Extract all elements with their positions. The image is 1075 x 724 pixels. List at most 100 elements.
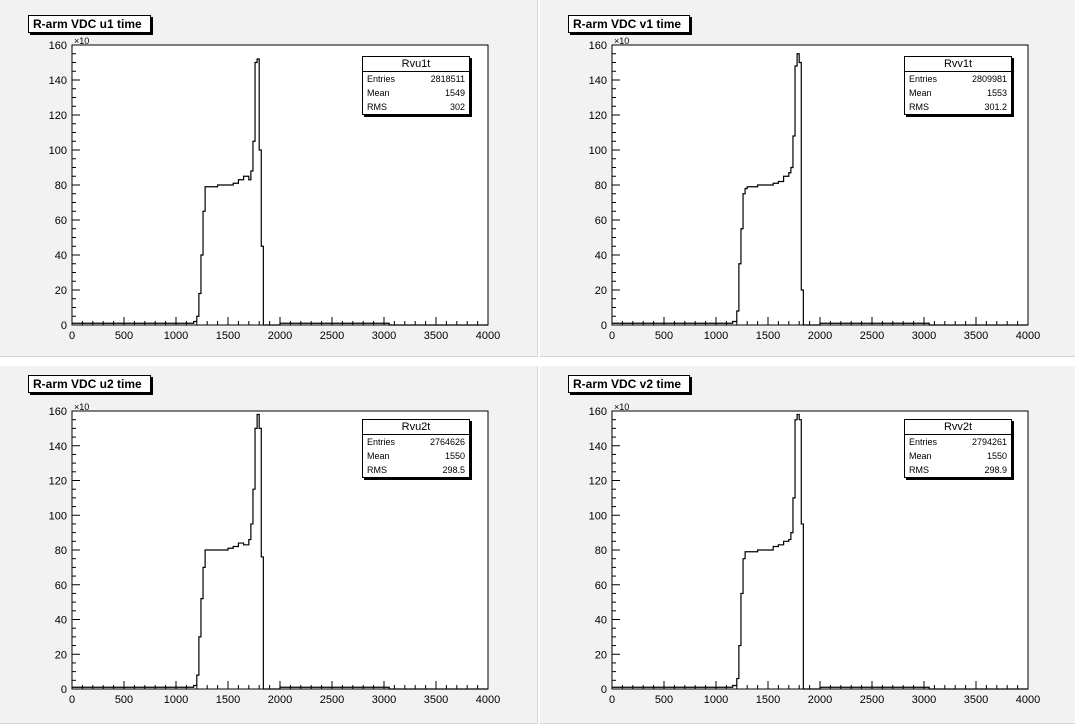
stats-entries-row: Entries 2794261 [905,435,1011,449]
histogram-title: R-arm VDC v1 time [568,15,691,33]
stats-rms-label: RMS [367,465,387,475]
stats-rms-value: 302 [449,102,465,112]
x-tick-label: 4000 [476,694,500,706]
stats-entries-value: 2818511 [430,74,465,84]
stats-rms-row: RMS 302 [363,100,469,114]
x-tick-label: 3500 [424,694,448,706]
x-tick-label: 1000 [164,694,188,706]
histogram-plot: 0 20 40 60 80 100 120 140 160 0 500 1000 1500 2000 250… [49,36,501,342]
y-tick-label: 80 [55,545,67,557]
x-tick-label: 1000 [164,330,188,342]
x-tick-label: 3000 [912,330,936,342]
y-tick-label: 140 [589,75,607,87]
y-tick-label: 80 [595,180,607,192]
x-tick-label: 4000 [1016,694,1040,706]
y-tick-label: 140 [49,75,67,87]
y-tick-label: 100 [49,145,67,157]
stats-entries-row: Entries 2809981 [905,72,1011,86]
x-tick-label: 1000 [704,330,728,342]
y-tick-label: 80 [595,545,607,557]
stats-name: Rvu1t [363,57,469,72]
y-tick-label: 160 [49,406,67,418]
y-tick-label: 80 [55,180,67,192]
stats-entries-label: Entries [909,74,938,84]
y-tick-label: 0 [601,320,607,332]
y-tick-label: 20 [595,649,607,661]
stats-rms-value: 301.2 [984,102,1007,112]
histogram-title: R-arm VDC u2 time [28,375,151,393]
x-tick-label: 2000 [268,694,292,706]
y-tick-label: 140 [49,441,67,453]
stats-rms-value: 298.9 [984,465,1007,475]
y-tick-label: 20 [595,285,607,297]
stats-name: Rvu2t [363,420,469,435]
y-tick-label: 120 [589,476,607,488]
stats-mean-label: Mean [909,88,932,98]
y-tick-label: 40 [55,250,67,262]
stats-mean-row: Mean 1549 [363,86,469,100]
stats-rms-value: 298.5 [442,465,465,475]
x-tick-label: 500 [655,330,673,342]
y-tick-label: 20 [55,285,67,297]
x-tick-label: 2500 [320,330,344,342]
y-exponent-label: ×10 [74,36,89,46]
histogram-series-line [72,58,488,326]
y-tick-label: 160 [589,406,607,418]
stats-mean-row: Mean 1553 [905,86,1011,100]
y-tick-label: 40 [55,615,67,627]
x-tick-label: 4000 [1016,330,1040,342]
x-tick-label: 0 [69,694,75,706]
stats-rms-row: RMS 298.5 [363,463,469,477]
y-tick-label: 60 [595,215,607,227]
stats-entries-label: Entries [367,74,396,84]
y-tick-label: 120 [49,476,67,488]
histogram-title: R-arm VDC v2 time [568,375,691,393]
stats-mean-value: 1549 [444,88,465,98]
y-tick-label: 140 [589,441,607,453]
x-tick-label: 3500 [964,330,988,342]
x-tick-label: 2000 [808,330,832,342]
x-tick-label: 1500 [216,694,240,706]
stats-rms-row: RMS 298.9 [905,463,1011,477]
stats-mean-value: 1550 [444,451,465,461]
pad-u2: 0 20 40 60 80 100 120 140 160 0 500 1000 1500 2000 250… [0,366,538,724]
y-exponent-label: ×10 [74,402,89,412]
y-tick-label: 60 [55,580,67,592]
stats-name: Rvv1t [905,57,1011,72]
y-exponent-label: ×10 [614,402,629,412]
stats-rms-row: RMS 301.2 [905,100,1011,114]
y-tick-label: 40 [595,615,607,627]
histogram-series-line [612,53,1028,326]
x-tick-label: 2500 [860,330,884,342]
x-tick-label: 3500 [424,330,448,342]
y-tick-label: 60 [595,580,607,592]
x-tick-label: 500 [115,330,133,342]
y-tick-label: 100 [49,510,67,522]
stats-name: Rvv2t [905,420,1011,435]
stats-entries-label: Entries [367,437,396,447]
stats-mean-row: Mean 1550 [905,449,1011,463]
stats-mean-label: Mean [367,88,390,98]
y-tick-label: 120 [589,110,607,122]
y-tick-label: 0 [601,684,607,696]
stats-mean-label: Mean [909,451,932,461]
histogram-plot: 0 20 40 60 80 100 120 140 160 0 500 1000 1500 2000 250… [589,36,1041,342]
x-tick-label: 4000 [476,330,500,342]
y-exponent-label: ×10 [614,36,629,46]
y-tick-label: 60 [55,215,67,227]
stats-mean-label: Mean [367,451,390,461]
x-tick-label: 0 [609,330,615,342]
y-tick-label: 40 [595,250,607,262]
stats-entries-row: Entries 2764626 [363,435,469,449]
stats-rms-label: RMS [909,102,929,112]
y-tick-label: 0 [61,684,67,696]
stats-box: Rvv1t Entries 2809981 Mean 1553 RMS 301.2 [904,56,1012,115]
x-tick-label: 500 [655,694,673,706]
x-tick-label: 1500 [756,330,780,342]
x-tick-label: 1500 [756,694,780,706]
stats-entries-value: 2764626 [429,437,465,447]
pad-u1: 0 20 40 60 80 100 120 140 160 0 500 1000 1500 2000 250… [0,0,538,357]
pad-v2: 0 20 40 60 80 100 120 140 160 0 500 1000 1500 2000 250… [540,366,1075,724]
x-tick-label: 2500 [860,694,884,706]
stats-rms-label: RMS [367,102,387,112]
